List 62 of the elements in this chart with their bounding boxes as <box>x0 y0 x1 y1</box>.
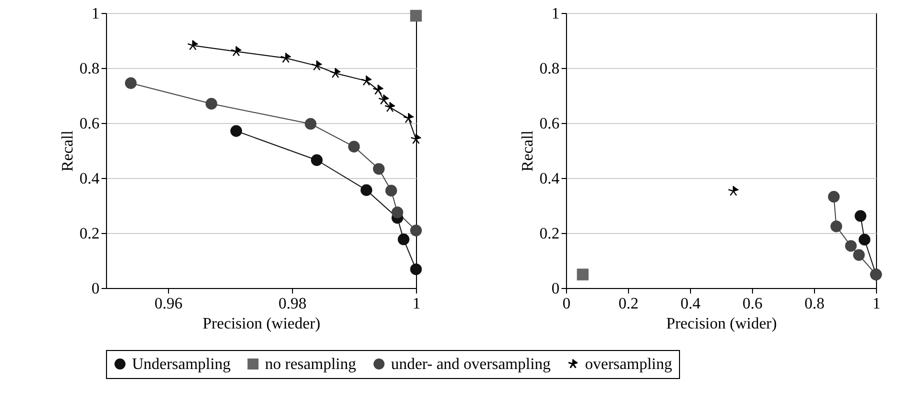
x-tick-label: 0.8 <box>804 296 824 312</box>
x-axis-title: Precision (wider) <box>666 316 777 332</box>
point <box>378 94 390 105</box>
point <box>410 10 422 22</box>
point <box>576 268 589 280</box>
x-tick-label: 0.6 <box>742 296 762 312</box>
x-tick-label: 1 <box>412 296 420 312</box>
point <box>330 67 341 78</box>
y-tick-label: 0.8 <box>80 60 100 78</box>
y-tick-label: 1 <box>92 6 100 22</box>
point <box>384 101 396 112</box>
point <box>828 190 840 203</box>
point <box>398 233 410 246</box>
point <box>410 133 422 144</box>
point <box>402 112 414 124</box>
point <box>845 240 857 252</box>
legend-label: oversampling <box>585 356 672 373</box>
point <box>304 118 316 130</box>
point <box>230 46 242 56</box>
y-tick-label: 0.6 <box>80 116 100 132</box>
y-tick-label: 0.4 <box>540 170 560 188</box>
point <box>311 60 322 71</box>
point <box>410 224 422 236</box>
point <box>410 263 422 276</box>
x-tick-label: 0.2 <box>618 296 638 312</box>
point <box>385 184 398 196</box>
y-axis-title: Recall <box>520 130 536 172</box>
y-tick-label: 0.6 <box>540 116 560 132</box>
point <box>728 185 739 196</box>
point <box>348 140 360 152</box>
y-tick-label: 0.4 <box>80 170 100 188</box>
y-tick-label: 1 <box>552 6 560 22</box>
point <box>230 125 242 137</box>
legend-label: under- and oversampling <box>391 356 551 373</box>
x-tick-label: 0.96 <box>154 296 182 312</box>
y-tick-label: 0.8 <box>540 60 560 78</box>
y-tick-label: 0 <box>552 280 560 298</box>
point <box>206 98 218 110</box>
point <box>360 184 372 196</box>
point <box>854 210 866 222</box>
point <box>372 163 385 175</box>
x-tick-label: 0 <box>562 296 570 312</box>
y-tick-label: 0.2 <box>540 226 560 242</box>
point <box>124 77 137 89</box>
x-tick-label: 0.98 <box>278 296 306 312</box>
x-tick-label: 1 <box>872 296 880 312</box>
x-tick-label: 0.4 <box>680 296 700 312</box>
point <box>280 52 292 63</box>
point <box>830 220 842 232</box>
point <box>372 84 384 95</box>
point <box>392 206 404 218</box>
x-axis-title: Precision (wieder) <box>202 316 320 332</box>
point <box>853 249 865 261</box>
legend-label: no resampling <box>265 356 356 373</box>
y-tick-label: 0.2 <box>80 226 100 242</box>
point <box>858 234 870 246</box>
y-axis-title: Recall <box>60 130 76 172</box>
legend-label: Undersampling <box>132 356 231 373</box>
point <box>310 154 323 166</box>
point <box>360 75 372 86</box>
y-tick-label: 0 <box>92 280 100 298</box>
point <box>187 40 198 50</box>
